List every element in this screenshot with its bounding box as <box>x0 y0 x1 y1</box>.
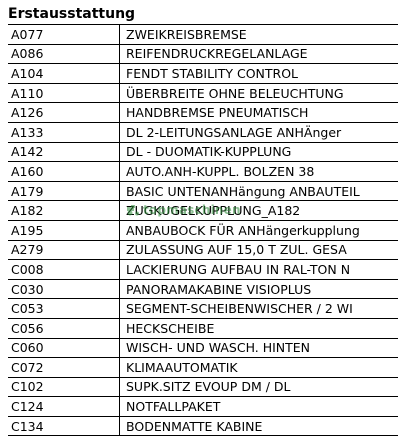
option-code: C008 <box>8 259 120 280</box>
option-code: A279 <box>8 239 120 261</box>
option-code: C134 <box>8 415 120 436</box>
table-row: A104 FENDT STABILITY CONTROL <box>8 63 398 84</box>
table-row: A279 ZULASSUNG AUF 15,0 T ZUL. GESA <box>8 239 398 261</box>
option-code: A142 <box>8 141 120 163</box>
option-code: C056 <box>8 317 120 339</box>
option-code: A077 <box>8 24 120 45</box>
table-row: C060 WISCH- UND WASCH. HINTEN <box>8 337 398 359</box>
option-description: ZWEIKREISBREMSE <box>119 24 398 45</box>
option-code: C102 <box>8 376 120 398</box>
option-description: FENDT STABILITY CONTROL <box>119 63 398 84</box>
table-row: A179 BASIC UNTENANHängung ANBAUTEIL <box>8 180 398 202</box>
option-description: WISCH- UND WASCH. HINTEN <box>119 337 398 359</box>
table-row: C124 NOTFALLPAKET <box>8 396 398 417</box>
option-description: PANORAMAKABINE VISIOPLUS <box>119 278 398 300</box>
table-row: C030 PANORAMAKABINE VISIOPLUS <box>8 278 398 300</box>
option-description: HANDBREMSE PNEUMATISCH <box>119 102 398 123</box>
option-code: A182 <box>8 200 120 221</box>
table-row: A077 ZWEIKREISBREMSE <box>8 24 398 45</box>
option-description: LACKIERUNG AUFBAU IN RAL-TON N <box>119 259 398 280</box>
table-row: C056 HECKSCHEIBE <box>8 317 398 339</box>
option-code: C072 <box>8 357 120 378</box>
option-code: A179 <box>8 180 120 202</box>
option-description: SUPK.SITZ EVOUP DM / DL <box>119 376 398 398</box>
option-code: A110 <box>8 82 120 104</box>
section-title: Erstausstattung <box>8 6 136 22</box>
option-description: BODENMATTE KABINE <box>119 415 398 436</box>
table-row: C008 LACKIERUNG AUFBAU IN RAL-TON N <box>8 259 398 280</box>
table-row: A195 ANBAUBOCK FÜR ANHängerkupplung <box>8 219 398 241</box>
option-code: C030 <box>8 278 120 300</box>
option-code: A104 <box>8 63 120 84</box>
option-description: DL 2-LEITUNGSANLAGE ANHÄnger <box>119 121 398 143</box>
table-row: C053 SEGMENT-SCHEIBENWISCHER / 2 WI <box>8 298 398 319</box>
table-row: A160 AUTO.ANH-KUPPL. BOLZEN 38 <box>8 161 398 182</box>
option-description: AUTO.ANH-KUPPL. BOLZEN 38 <box>119 161 398 182</box>
option-code: A160 <box>8 161 120 182</box>
option-description: KLIMAAUTOMATIK <box>119 357 398 378</box>
option-description: ZULASSUNG AUF 15,0 T ZUL. GESA <box>119 239 398 261</box>
option-code: A126 <box>8 102 120 123</box>
option-description: DL - DUOMATIK-KUPPLUNG <box>119 141 398 163</box>
option-code: A086 <box>8 43 120 65</box>
table-row: A110 ÜBERBREITE OHNE BELEUCHTUNG <box>8 82 398 104</box>
option-description: ÜBERBREITE OHNE BELEUCHTUNG <box>119 82 398 104</box>
option-description: HECKSCHEIBE <box>119 317 398 339</box>
option-description: ANBAUBOCK FÜR ANHängerkupplung <box>119 219 398 241</box>
table-row: C102 SUPK.SITZ EVOUP DM / DL <box>8 376 398 398</box>
option-description: ZUGKUGELKUPPLUNG_A182 <box>119 200 398 221</box>
table-row: A133 DL 2-LEITUNGSANLAGE ANHÄnger <box>8 121 398 143</box>
option-code: C060 <box>8 337 120 359</box>
option-code: A195 <box>8 219 120 241</box>
option-description: NOTFALLPAKET <box>119 396 398 417</box>
table-row: A142 DL - DUOMATIK-KUPPLUNG <box>8 141 398 163</box>
option-description: SEGMENT-SCHEIBENWISCHER / 2 WI <box>119 298 398 319</box>
equipment-table: A077 ZWEIKREISBREMSE A086 REIFENDRUCKREG… <box>8 24 398 436</box>
table-row: A126 HANDBREMSE PNEUMATISCH <box>8 102 398 123</box>
option-code: A133 <box>8 121 120 143</box>
option-code: C124 <box>8 396 120 417</box>
table-row: A182 ZUGKUGELKUPPLUNG_A182 <box>8 200 398 221</box>
table-row: C134 BODENMATTE KABINE <box>8 415 398 436</box>
table-row: C072 KLIMAAUTOMATIK <box>8 357 398 378</box>
table-row: A086 REIFENDRUCKREGELANLAGE <box>8 43 398 65</box>
option-description: REIFENDRUCKREGELANLAGE <box>119 43 398 65</box>
option-code: C053 <box>8 298 120 319</box>
option-description: BASIC UNTENANHängung ANBAUTEIL <box>119 180 398 202</box>
